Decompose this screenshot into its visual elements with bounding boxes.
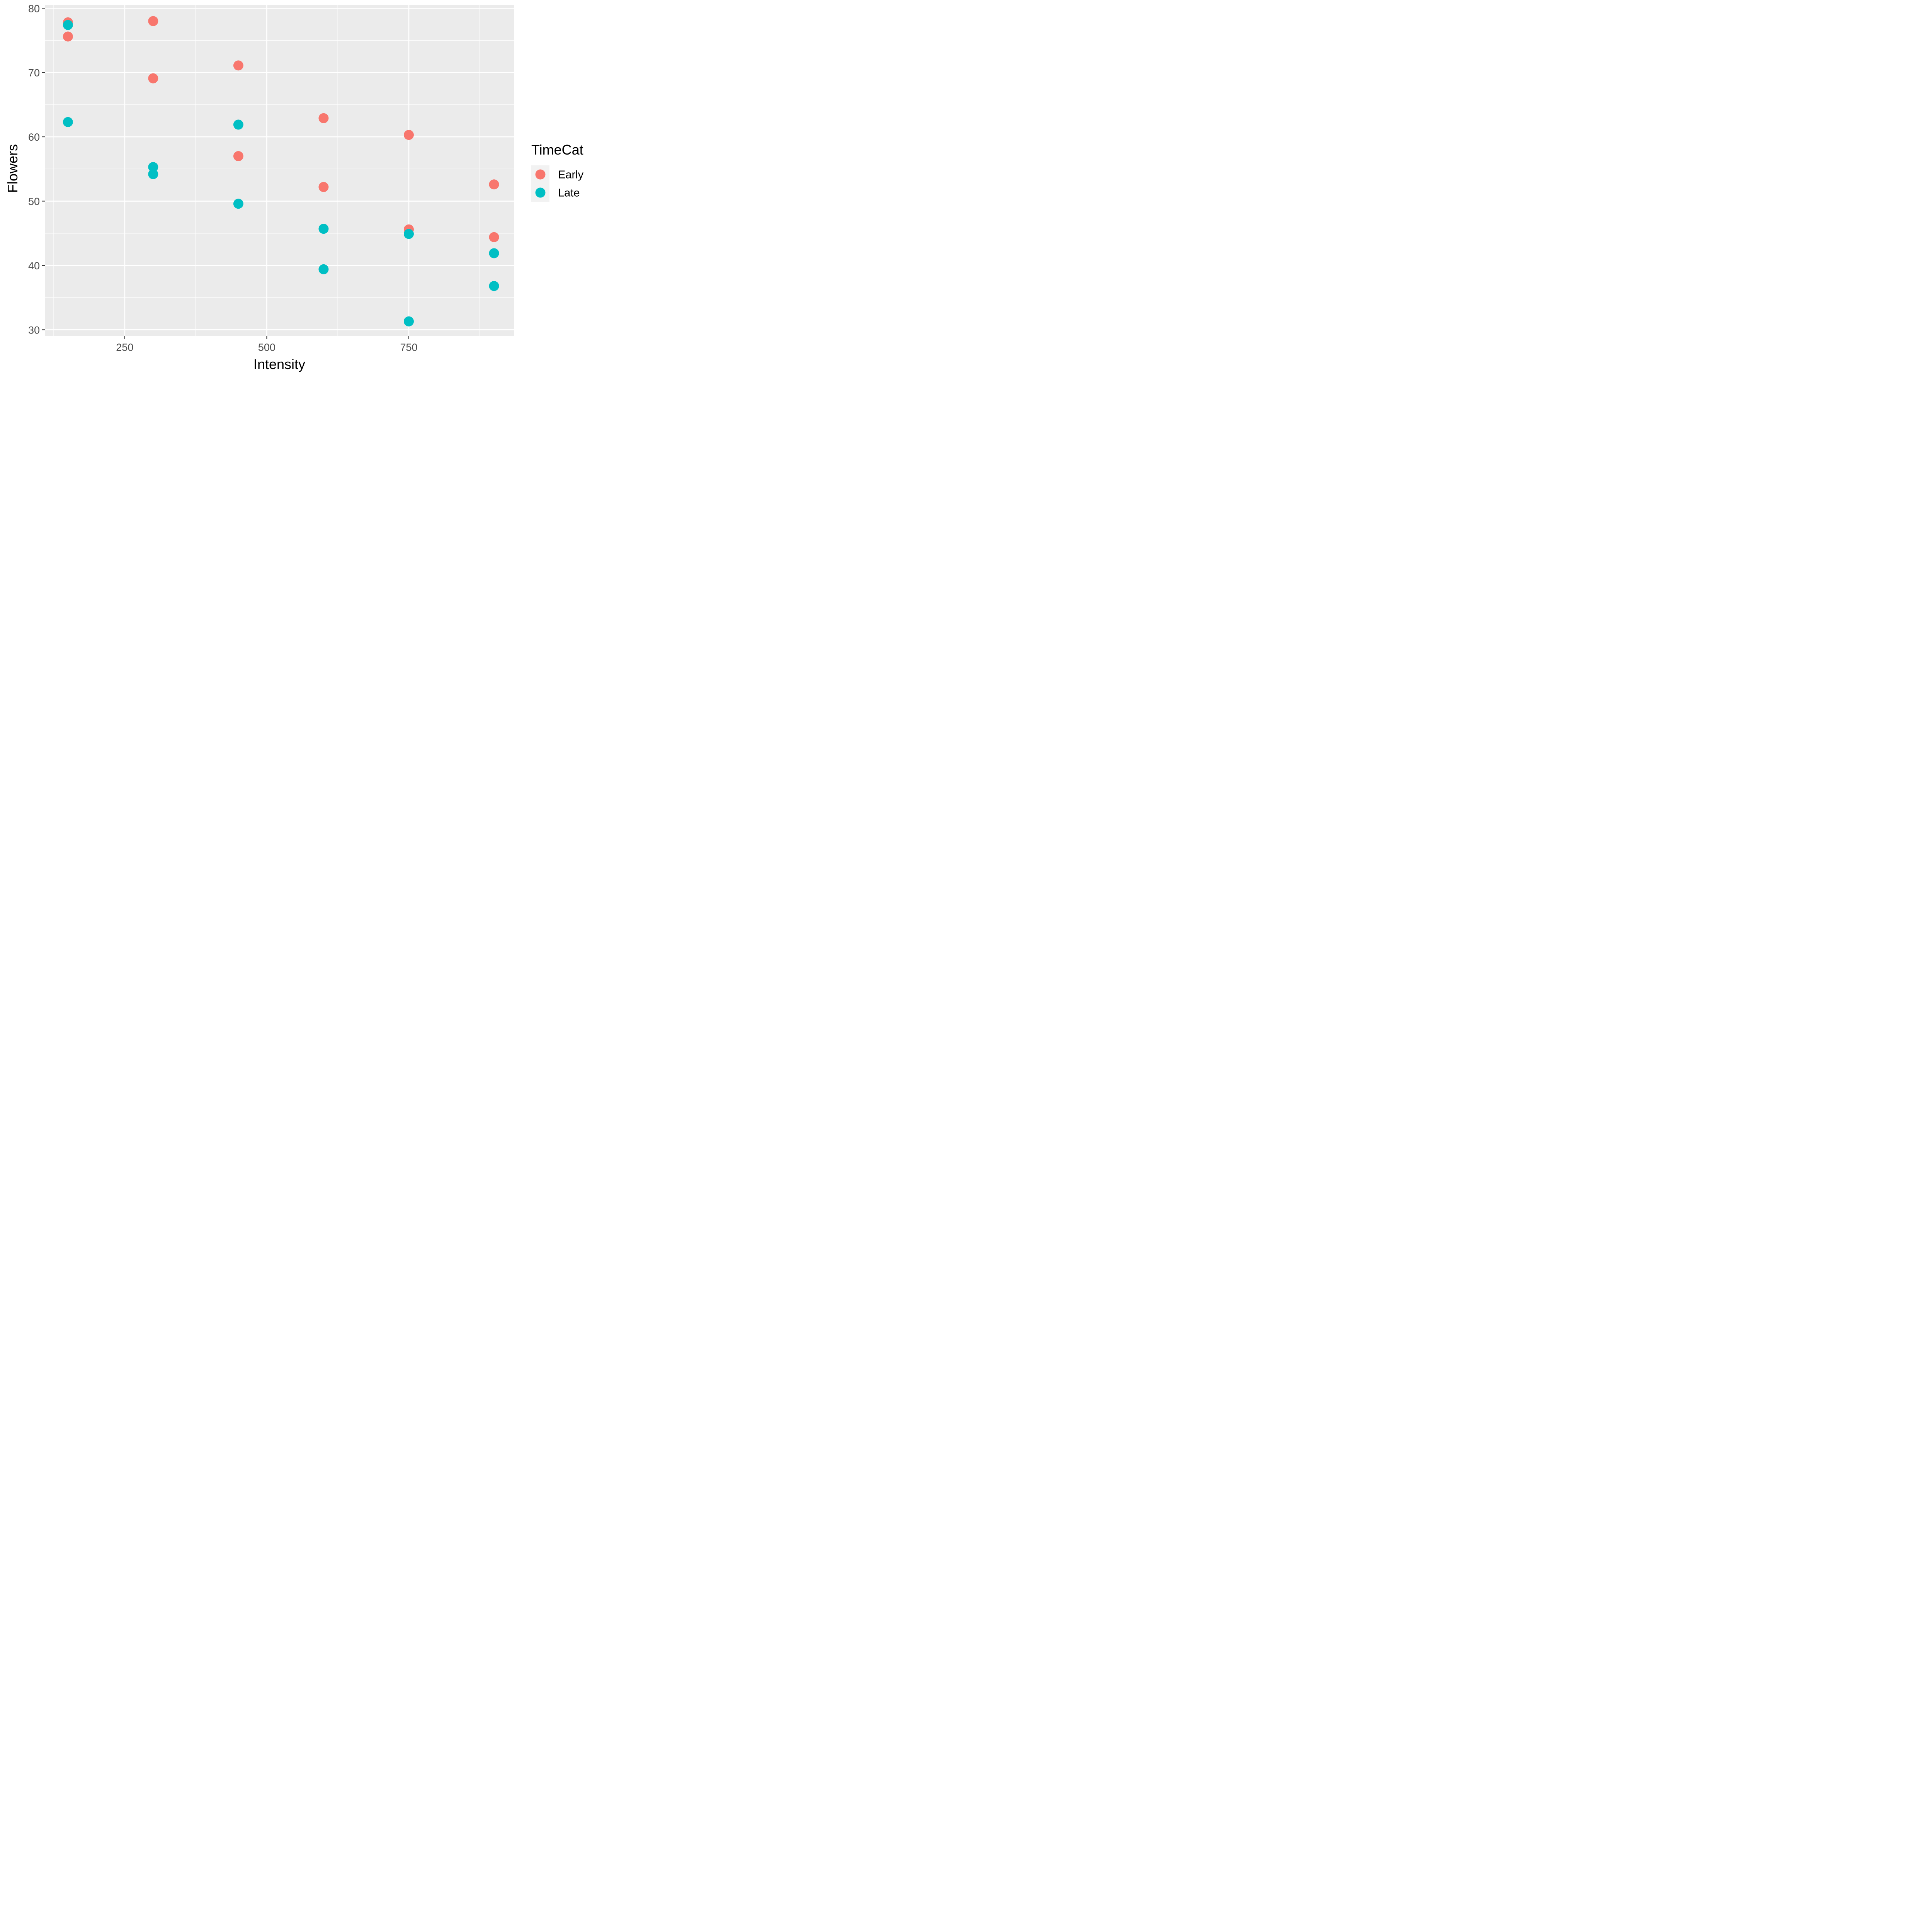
data-point-early: [403, 130, 414, 140]
y-tick-label: 50: [28, 196, 40, 207]
data-point-early: [233, 60, 243, 71]
data-point-early: [489, 179, 499, 190]
data-point-late: [489, 281, 499, 291]
data-point-late: [233, 119, 243, 130]
data-point-late: [403, 316, 414, 327]
x-axis-title: Intensity: [253, 356, 305, 372]
data-point-early: [233, 151, 243, 162]
legend: TimeCat Early Late: [531, 142, 584, 202]
legend-swatch-early: [535, 169, 546, 180]
y-tick-label: 60: [28, 131, 40, 143]
data-point-early: [318, 182, 329, 192]
y-tick-label: 30: [28, 324, 40, 336]
x-tick-label: 500: [258, 342, 276, 353]
data-point-late: [148, 169, 158, 179]
data-point-early: [318, 113, 329, 123]
data-point-early: [489, 232, 499, 242]
data-points: [63, 16, 499, 327]
legend-swatch-late: [535, 187, 546, 198]
x-tick-label: 250: [116, 342, 133, 353]
y-axis-title: Flowers: [5, 144, 20, 193]
y-tick-label: 70: [28, 67, 40, 79]
data-point-early: [148, 16, 158, 26]
legend-title: TimeCat: [531, 142, 583, 158]
data-point-late: [318, 224, 329, 234]
legend-label-late: Late: [558, 187, 580, 199]
data-point-early: [148, 73, 158, 83]
axes: 250 500 750 30 40 50 60 70 80: [28, 3, 418, 353]
data-point-late: [63, 117, 73, 127]
major-grid: [45, 5, 514, 336]
legend-label-early: Early: [558, 169, 584, 181]
y-tick-label: 40: [28, 260, 40, 272]
data-point-late: [233, 199, 243, 209]
data-point-late: [148, 162, 158, 172]
minor-grid: [45, 5, 514, 336]
y-tick-label: 80: [28, 3, 40, 14]
data-point-late: [318, 264, 329, 274]
data-point-late: [403, 229, 414, 239]
x-tick-label: 750: [400, 342, 417, 353]
data-point-early: [63, 31, 73, 42]
plot-panel: [45, 5, 514, 336]
data-point-late: [63, 20, 73, 30]
data-point-late: [489, 248, 499, 259]
